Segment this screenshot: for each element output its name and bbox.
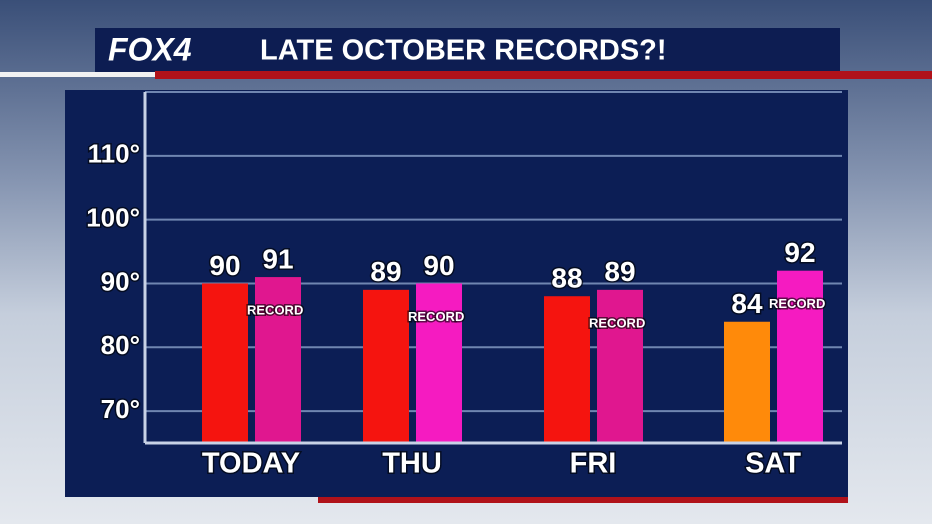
value-label: 88 [551,263,582,294]
title-bar [95,28,840,72]
record-label: RECORD [769,296,825,311]
record-label: RECORD [589,315,645,330]
value-label: 89 [370,256,401,287]
logo: FOX4 [108,31,192,67]
x-tick-label: FRI [570,448,617,480]
value-label: 91 [262,243,293,274]
chart-title: LATE OCTOBER RECORDS?! [260,35,667,67]
value-label: 89 [604,256,635,287]
bar [597,289,643,443]
rule-red [155,71,932,79]
value-label: 92 [784,237,815,268]
y-tick-label: 70° [101,394,140,424]
x-tick-label: THU [382,448,442,480]
x-tick-label: SAT [745,448,801,480]
bar [255,277,301,443]
bar [544,296,590,443]
value-label: 90 [423,250,454,281]
bar [363,289,409,443]
record-label: RECORD [247,303,303,318]
bar [202,283,248,443]
record-label: RECORD [408,309,464,324]
value-label: 84 [731,288,763,319]
bar [777,270,823,443]
y-tick-label: 100° [86,203,140,233]
y-tick-label: 90° [101,266,140,296]
y-tick-label: 110° [88,139,140,169]
rule-white [0,72,158,77]
bar [724,321,770,443]
x-tick-label: TODAY [202,448,300,480]
value-label: 90 [209,250,240,281]
bar [416,283,462,443]
y-tick-label: 80° [101,330,140,360]
rule-bottom [318,497,848,503]
